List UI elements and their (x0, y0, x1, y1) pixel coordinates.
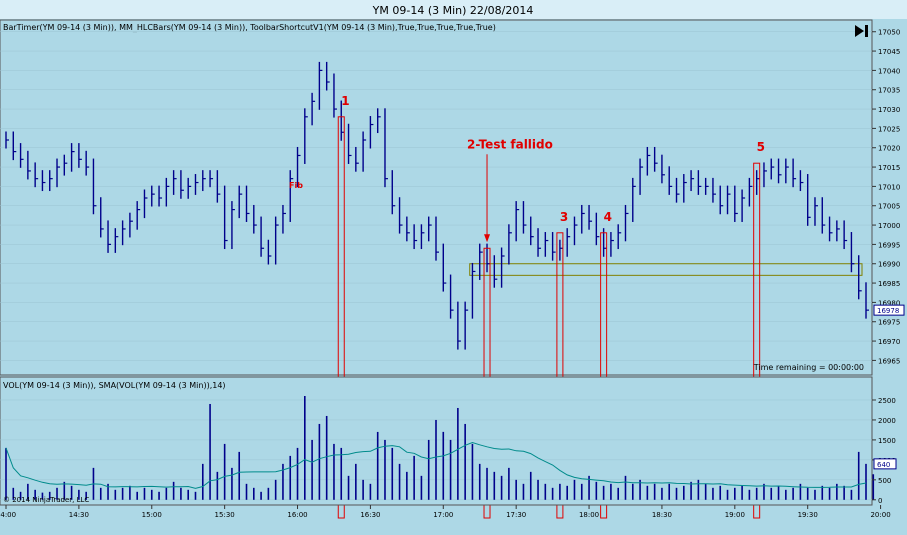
price-indicator-caption: BarTimer(YM 09-14 (3 Min)), MM_HLCBars(Y… (3, 23, 496, 32)
price-tick-label: 17040 (878, 67, 900, 75)
time-tick-label: 20:00 (870, 511, 890, 519)
price-tick-label: 16985 (878, 280, 900, 288)
time-remaining: Time remaining = 00:00:00 (753, 363, 864, 372)
volume-tick-label: 2000 (878, 417, 896, 425)
window-title: YM 09-14 (3 Min) 22/08/2014 (372, 4, 534, 17)
time-tick-label: 19:00 (725, 511, 745, 519)
time-tick-label: 15:30 (215, 511, 235, 519)
price-tick-label: 17035 (878, 87, 900, 95)
time-tick-label: 17:00 (433, 511, 453, 519)
annotation-label: 1 (341, 94, 349, 108)
time-tick-label: 14:30 (69, 511, 89, 519)
title-bar: YM 09-14 (3 Min) 22/08/2014 (0, 0, 907, 19)
time-tick-label: 14:00 (0, 511, 16, 519)
fib-label: Fib (289, 181, 303, 190)
last-price-tag-label: 16978 (877, 307, 899, 315)
time-tick-label: 18:00 (579, 511, 599, 519)
price-tick-label: 16980 (878, 299, 900, 307)
volume-tick-label: 2500 (878, 397, 896, 405)
time-tick-label: 19:30 (798, 511, 818, 519)
price-axis: 16965 16970 16975 16980 16985 16990 16995 17000… (872, 29, 905, 365)
last-volume-tag-label: 640 (877, 461, 890, 469)
volume-tick-label: 1500 (878, 437, 896, 445)
time-axis: 14:00 14:30 15:00 15:30 16:00 16:30 17:00 17:30… (0, 505, 891, 519)
time-tick-label: 17:30 (506, 511, 526, 519)
annotation-label: 2-Test fallido (467, 137, 553, 151)
time-tick-label: 15:00 (142, 511, 162, 519)
volume-tick-label: 0 (878, 497, 882, 505)
copyright: © 2014 NinjaTrader, LLC (3, 496, 89, 504)
price-tick-label: 16990 (878, 261, 900, 269)
price-tick-label: 17045 (878, 48, 900, 56)
time-tick-label: 18:30 (652, 511, 672, 519)
annotation-label: 4 (604, 210, 612, 224)
support-zone-box (469, 263, 863, 276)
price-tick-label: 17050 (878, 29, 900, 37)
annotation-labels: 1 2-Test fallido 3 4 5 (341, 94, 765, 243)
play-end-bar (865, 25, 868, 37)
annotation-label: 5 (757, 140, 765, 154)
price-tick-label: 16995 (878, 241, 900, 249)
time-tick-label: 16:00 (287, 511, 307, 519)
annotation-label: 3 (560, 210, 568, 224)
price-bars (5, 61, 869, 350)
last-price-tag (873, 304, 905, 316)
last-volume-tag (873, 458, 897, 470)
volume-axis: 05001000150020002500640 (872, 397, 897, 505)
price-tick-label: 17015 (878, 164, 900, 172)
support-zone (469, 263, 863, 276)
play-triangle (855, 25, 864, 37)
price-tick-label: 17030 (878, 106, 900, 114)
price-tick-label: 17025 (878, 125, 900, 133)
annotation-box (600, 232, 608, 519)
price-tick-label: 17020 (878, 145, 900, 153)
annotation-box (556, 232, 564, 519)
price-panel: BarTimer(YM 09-14 (3 Min)), MM_HLCBars(Y… (0, 19, 873, 519)
volume-panel: VOL(YM 09-14 (3 Min)), SMA(VOL(YM 09-14 … (0, 376, 875, 506)
price-tick-label: 16970 (878, 338, 900, 346)
title-bar-background (0, 0, 907, 19)
volume-tick-label: 500 (878, 477, 891, 485)
sma-line (5, 441, 867, 489)
time-tick-label: 16:30 (360, 511, 380, 519)
volume-indicator-caption: VOL(YM 09-14 (3 Min)), SMA(VOL(YM 09-14 … (3, 381, 226, 390)
price-tick-label: 17000 (878, 222, 900, 230)
price-tick-label: 17010 (878, 183, 900, 191)
volume-bars (5, 395, 875, 500)
annotation-box (753, 162, 761, 519)
price-tick-label: 16965 (878, 357, 900, 365)
annotation-box (337, 116, 345, 519)
price-tick-label: 17005 (878, 203, 900, 211)
annotation-arrowhead (484, 234, 491, 243)
price-tick-label: 16975 (878, 319, 900, 327)
play-to-end-icon[interactable] (855, 25, 868, 37)
